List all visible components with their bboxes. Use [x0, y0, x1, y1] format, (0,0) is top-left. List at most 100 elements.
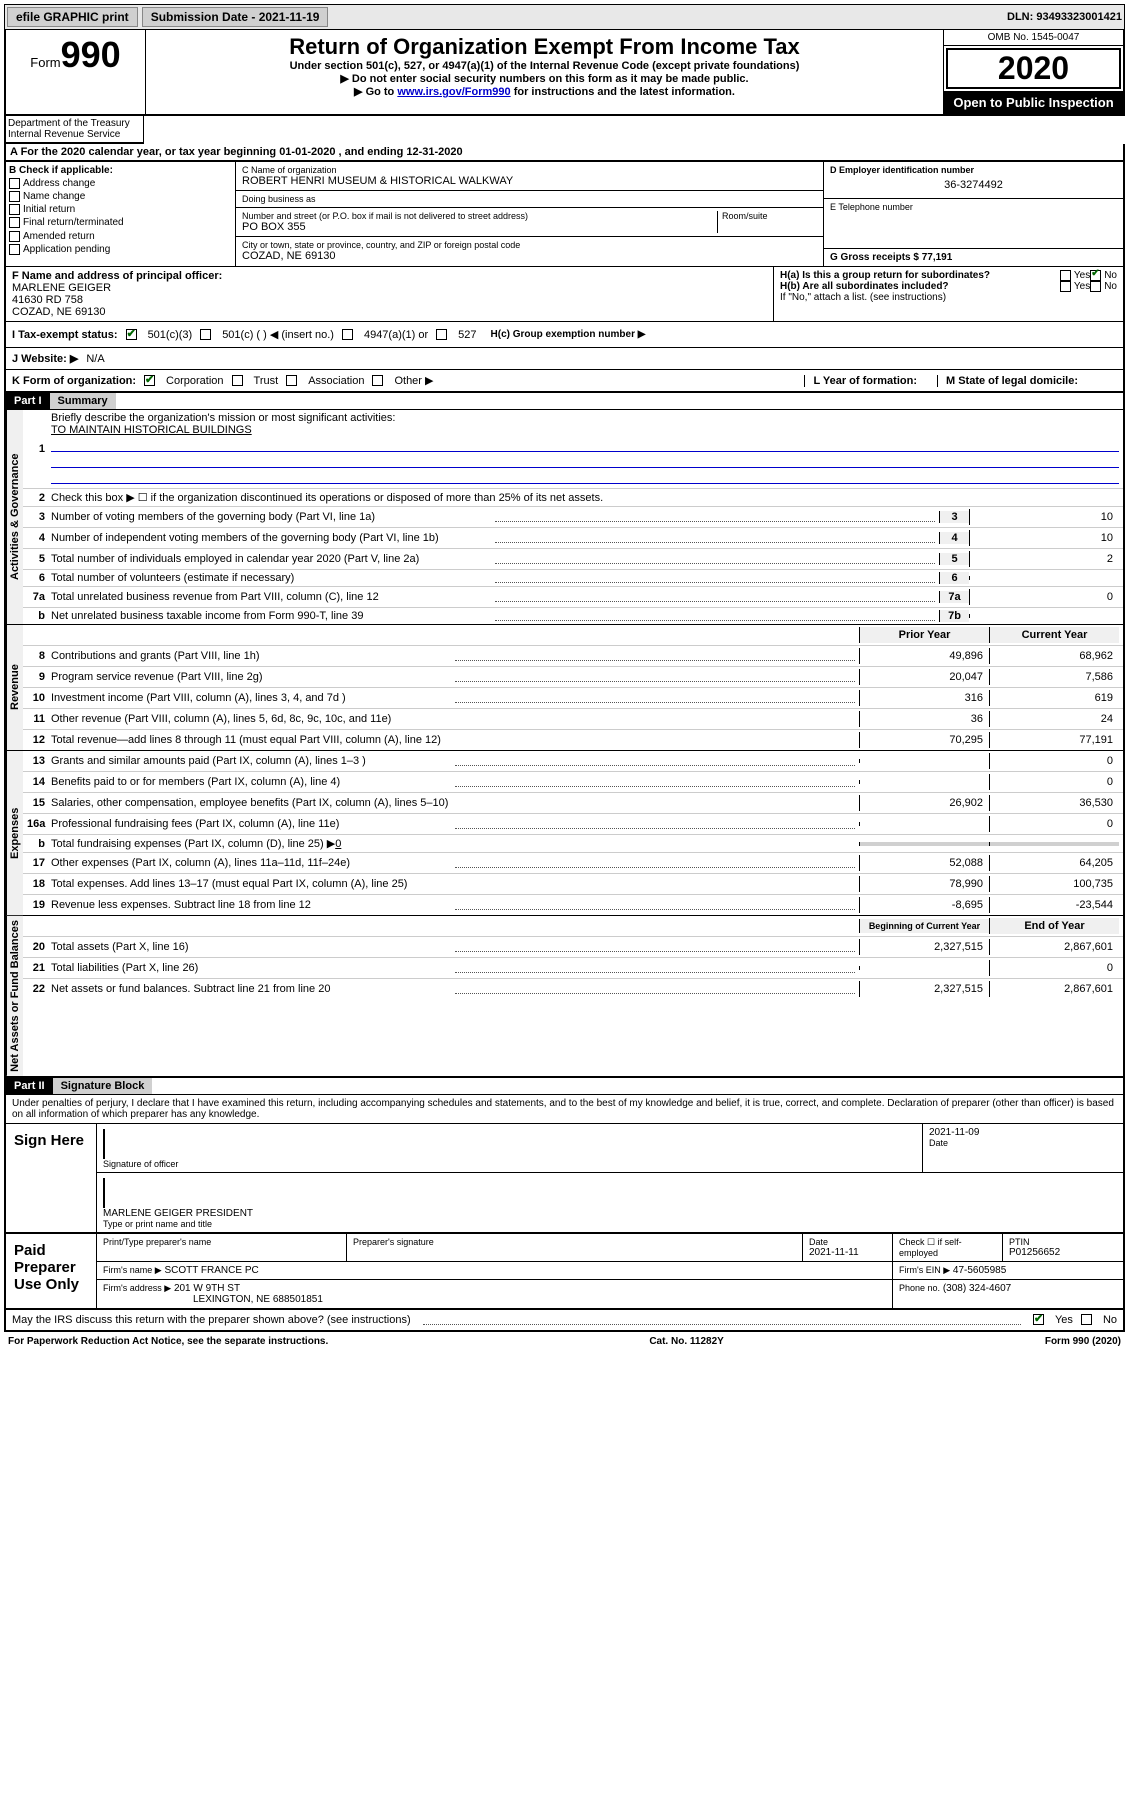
discuss-yes[interactable]: [1033, 1314, 1044, 1325]
ptin-label: PTIN: [1009, 1237, 1117, 1247]
row-a-tax-year: A For the 2020 calendar year, or tax yea…: [4, 144, 1125, 162]
q6-text: Total number of volunteers (estimate if …: [51, 572, 491, 584]
c8: 68,962: [989, 648, 1119, 664]
checkbox-initial-return[interactable]: [9, 204, 20, 215]
c11: 24: [989, 711, 1119, 727]
ha-yes[interactable]: [1060, 270, 1071, 281]
footer-form-year: Form 990 (2020): [1045, 1336, 1121, 1347]
p8: 49,896: [859, 648, 989, 664]
checkbox-amended-return[interactable]: [9, 231, 20, 242]
p17: 52,088: [859, 855, 989, 871]
p20: 2,327,515: [859, 939, 989, 955]
principal-officer-name: MARLENE GEIGER: [12, 282, 767, 294]
v7b: [969, 614, 1119, 618]
preparer-date-value: 2021-11-11: [809, 1247, 886, 1258]
part2-title: Signature Block: [53, 1078, 153, 1094]
p16a: [859, 822, 989, 826]
q5-text: Total number of individuals employed in …: [51, 553, 491, 565]
org-name-label: C Name of organization: [242, 165, 817, 175]
col-end-year: End of Year: [989, 918, 1119, 934]
col-current-year: Current Year: [989, 627, 1119, 643]
q7a-text: Total unrelated business revenue from Pa…: [51, 591, 491, 603]
p18: 78,990: [859, 876, 989, 892]
checkbox-other[interactable]: [372, 375, 383, 386]
v3: 10: [969, 509, 1119, 525]
checkbox-501c[interactable]: [200, 329, 211, 340]
checkbox-501c3[interactable]: [126, 329, 137, 340]
p11: 36: [859, 711, 989, 727]
c12: 77,191: [989, 732, 1119, 748]
vlabel-expenses: Expenses: [6, 751, 23, 915]
discuss-no[interactable]: [1081, 1314, 1092, 1325]
perjury-statement: Under penalties of perjury, I declare th…: [4, 1095, 1125, 1124]
state-domicile-label: M State of legal domicile:: [937, 375, 1117, 387]
q16b: Total fundraising expenses (Part IX, col…: [51, 838, 335, 850]
website-value: N/A: [86, 353, 104, 365]
p12: 70,295: [859, 732, 989, 748]
ptin-value: P01256652: [1009, 1247, 1117, 1258]
col-b-header: B Check if applicable:: [9, 165, 232, 176]
p13: [859, 759, 989, 763]
checkbox-association[interactable]: [286, 375, 297, 386]
dba-label: Doing business as: [242, 194, 817, 204]
v6: [969, 576, 1119, 580]
v7a: 0: [969, 589, 1119, 605]
q2-text: Check this box ▶ ☐ if the organization d…: [51, 491, 1119, 504]
checkbox-trust[interactable]: [232, 375, 243, 386]
tax-year: 2020: [946, 48, 1121, 89]
p9: 20,047: [859, 669, 989, 685]
c15: 36,530: [989, 795, 1119, 811]
part1-title: Summary: [50, 393, 116, 409]
self-employed-check: Check ☐ if self-employed: [899, 1237, 996, 1258]
city-label: City or town, state or province, country…: [242, 240, 817, 250]
form-header: Form990 Return of Organization Exempt Fr…: [4, 30, 1125, 116]
gross-receipts: G Gross receipts $ 77,191: [824, 249, 1123, 266]
ein-value: 36-3274492: [830, 175, 1117, 195]
part1-header: Part I: [6, 393, 50, 409]
firm-phone-value: (308) 324-4607: [943, 1283, 1011, 1294]
checkbox-corporation[interactable]: [144, 375, 155, 386]
instructions-link[interactable]: www.irs.gov/Form990: [397, 86, 510, 98]
submission-date-button[interactable]: Submission Date - 2021-11-19: [142, 7, 329, 27]
p22: 2,327,515: [859, 981, 989, 997]
sig-date-value: 2021-11-09: [929, 1127, 1117, 1138]
hb-no[interactable]: [1090, 281, 1101, 292]
public-inspection-badge: Open to Public Inspection: [944, 91, 1123, 114]
q15: Salaries, other compensation, employee b…: [51, 797, 859, 809]
principal-officer-addr2: COZAD, NE 69130: [12, 306, 767, 318]
p19: -8,695: [859, 897, 989, 913]
hb-yes[interactable]: [1060, 281, 1071, 292]
p14: [859, 780, 989, 784]
instruction-goto-post: for instructions and the latest informat…: [511, 86, 735, 98]
hb-note: If "No," attach a list. (see instruction…: [780, 292, 1117, 303]
org-name: ROBERT HENRI MUSEUM & HISTORICAL WALKWAY: [242, 175, 817, 187]
q3-text: Number of voting members of the governin…: [51, 511, 491, 523]
q7b-text: Net unrelated business taxable income fr…: [51, 610, 491, 622]
checkbox-address-change[interactable]: [9, 178, 20, 189]
efile-print-button[interactable]: efile GRAPHIC print: [7, 7, 138, 27]
firm-ein-label: Firm's EIN ▶: [899, 1265, 950, 1275]
instruction-ssn: ▶ Do not enter social security numbers o…: [150, 72, 939, 85]
p10: 316: [859, 690, 989, 706]
top-bar: efile GRAPHIC print Submission Date - 20…: [4, 4, 1125, 30]
q9: Program service revenue (Part VIII, line…: [51, 671, 451, 683]
form-label: Form: [30, 55, 60, 70]
form-org-label: K Form of organization:: [12, 375, 136, 387]
q18: Total expenses. Add lines 13–17 (must eq…: [51, 878, 859, 890]
principal-officer-addr1: 41630 RD 758: [12, 294, 767, 306]
p15: 26,902: [859, 795, 989, 811]
checkbox-application-pending[interactable]: [9, 244, 20, 255]
q10: Investment income (Part VIII, column (A)…: [51, 692, 451, 704]
checkbox-527[interactable]: [436, 329, 447, 340]
ha-no[interactable]: [1090, 270, 1101, 281]
omb-number: OMB No. 1545-0047: [944, 30, 1123, 46]
c10: 619: [989, 690, 1119, 706]
q20: Total assets (Part X, line 16): [51, 941, 451, 953]
footer-cat-no: Cat. No. 11282Y: [649, 1336, 723, 1347]
type-name-label: Type or print name and title: [103, 1219, 1117, 1229]
checkbox-final-return[interactable]: [9, 217, 20, 228]
checkbox-4947[interactable]: [342, 329, 353, 340]
checkbox-name-change[interactable]: [9, 191, 20, 202]
ha-label: H(a) Is this a group return for subordin…: [780, 270, 1060, 281]
dln-label: DLN: 93493323001421: [1007, 11, 1122, 23]
